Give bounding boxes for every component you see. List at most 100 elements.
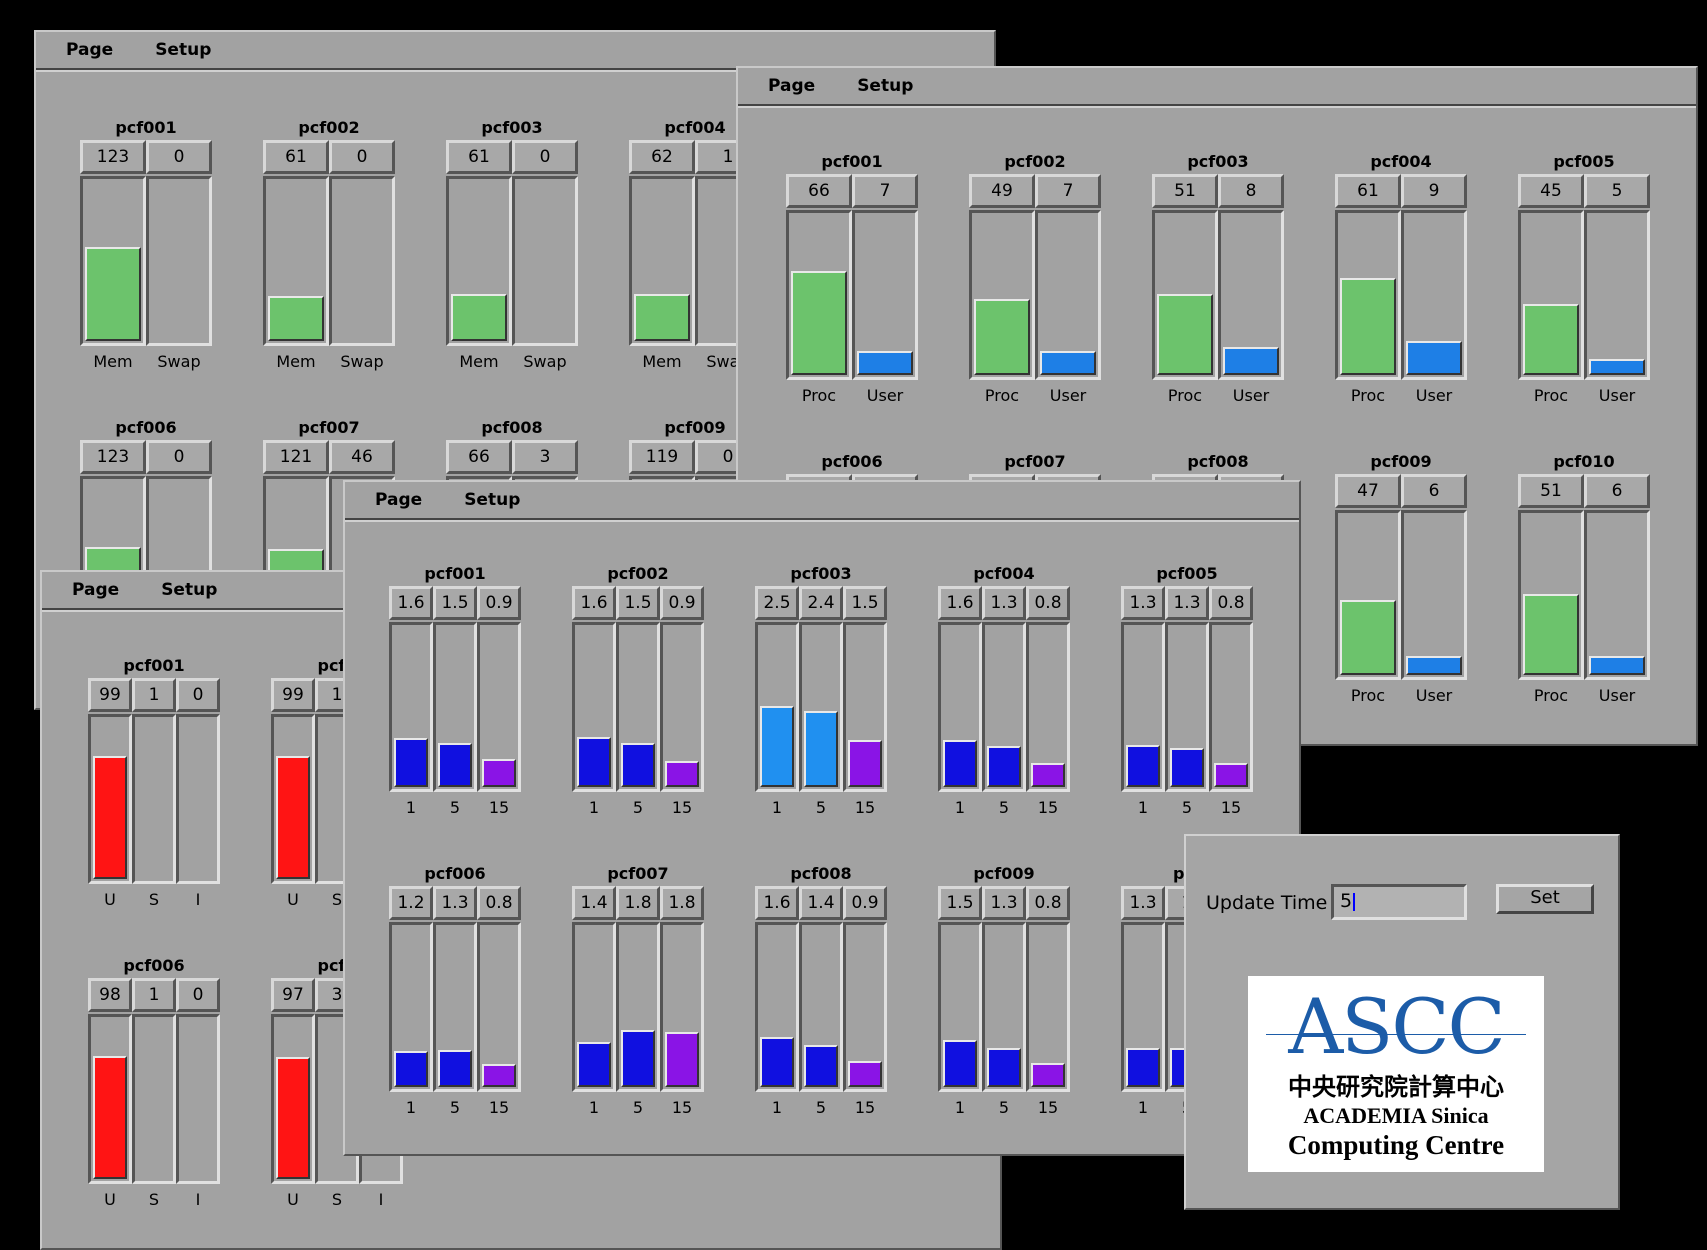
menu-setup[interactable]: Setup — [155, 40, 212, 60]
value-row: 1.2 1.3 0.8 — [389, 886, 521, 920]
value-text: 1.3 — [441, 893, 469, 913]
gauge-label: S — [331, 1190, 343, 1209]
gauge-label: 15 — [854, 798, 876, 817]
gauge-label: 5 — [449, 798, 461, 817]
gauge-fill — [1340, 600, 1396, 675]
value-box: 1.3 — [982, 886, 1026, 920]
value-row: 47 6 — [1335, 474, 1467, 508]
node-name: pcf008 — [790, 864, 852, 883]
gauge-bar — [477, 622, 521, 792]
gauge-label: Proc — [1167, 386, 1203, 405]
value-row: 61 0 — [446, 140, 578, 174]
value-text: 45 — [1540, 181, 1562, 201]
value-box: 1.8 — [660, 886, 704, 920]
value-text: 61 — [468, 147, 490, 167]
gauge-bar — [1152, 210, 1218, 380]
gauge-fill — [577, 737, 611, 787]
set-button[interactable]: Set — [1496, 884, 1594, 914]
gauge-bar — [88, 1014, 132, 1184]
node-name: pcf007 — [298, 418, 360, 437]
gauge-label: S — [331, 890, 343, 909]
gauge-bar — [755, 922, 799, 1092]
gauge-label: 15 — [671, 798, 693, 817]
gauge-fill — [1031, 1063, 1065, 1087]
gauge-bar — [176, 1014, 220, 1184]
gauge-label: 15 — [1220, 798, 1242, 817]
value-text: 62 — [651, 147, 673, 167]
menu-setup[interactable]: Setup — [857, 76, 914, 96]
value-box: 0.8 — [477, 886, 521, 920]
value-box: 1.3 — [433, 886, 477, 920]
gauge-row — [938, 622, 1070, 792]
update-time-input[interactable]: 5 — [1331, 884, 1467, 920]
value-box: 51 — [1518, 474, 1584, 508]
value-text: 0.9 — [668, 593, 696, 613]
value-text: 9 — [1428, 181, 1440, 201]
value-text: 0 — [722, 447, 734, 467]
menu-page[interactable]: Page — [375, 490, 423, 510]
node-name: pcf004 — [1370, 152, 1432, 171]
value-box: 2.4 — [799, 586, 843, 620]
value-box: 0.9 — [843, 886, 887, 920]
value-box: 8 — [1218, 174, 1284, 208]
value-text: 0 — [192, 985, 204, 1005]
gauge-label: User — [1598, 386, 1636, 405]
gauge-bar — [969, 210, 1035, 380]
gauge-bar — [852, 210, 918, 380]
gauge-fill — [987, 1048, 1021, 1087]
gauge-fill — [268, 296, 324, 341]
menu-setup[interactable]: Setup — [161, 580, 218, 600]
value-row: 119 0 — [629, 440, 761, 474]
menubar: Page Setup — [345, 482, 1299, 520]
menu-page[interactable]: Page — [72, 580, 120, 600]
value-text: 123 — [96, 447, 130, 467]
gauge-fill — [621, 1030, 655, 1087]
value-text: 7 — [879, 181, 891, 201]
value-row: 66 7 — [786, 174, 918, 208]
gauge-bar — [1121, 622, 1165, 792]
value-box: 3 — [512, 440, 578, 474]
value-box: 1.4 — [572, 886, 616, 920]
value-text: 49 — [991, 181, 1013, 201]
menu-page[interactable]: Page — [66, 40, 114, 60]
value-row: 45 5 — [1518, 174, 1650, 208]
value-text: 0.8 — [1217, 593, 1245, 613]
node-panel: pcf003 2.5 2.4 1.5 1 5 15 — [755, 564, 887, 824]
gauge-row — [938, 922, 1070, 1092]
value-text: 1.6 — [763, 893, 791, 913]
gauge-label: 15 — [488, 1098, 510, 1117]
value-box: 7 — [1035, 174, 1101, 208]
gauge-label: I — [195, 890, 201, 909]
menu-page[interactable]: Page — [768, 76, 816, 96]
gauge-label: U — [287, 1190, 299, 1209]
logo-english-line1: ACADEMIA Sinica — [1303, 1103, 1489, 1128]
value-box: 62 — [629, 140, 695, 174]
gauge-fill — [1223, 347, 1279, 375]
load-monitor-window: Page Setup pcf001 1.6 1.5 0.9 1 5 15 pcf002 1.6 1… — [343, 480, 1301, 1156]
node-name: pcf005 — [1156, 564, 1218, 583]
gauge-row — [88, 714, 220, 884]
gauge-bar — [982, 922, 1026, 1092]
value-box: 7 — [852, 174, 918, 208]
gauge-bar — [1518, 510, 1584, 680]
gauge-label: 5 — [632, 1098, 644, 1117]
gauge-label: User — [1598, 686, 1636, 705]
node-name: pcf001 — [123, 656, 185, 675]
gauge-row — [1335, 210, 1467, 380]
value-row: 1.6 1.4 0.9 — [755, 886, 887, 920]
gauge-label: 5 — [449, 1098, 461, 1117]
gauge-label: 1 — [1137, 1098, 1149, 1117]
gauge-row — [629, 176, 761, 346]
value-box: 1.3 — [1165, 586, 1209, 620]
gauge-bar — [271, 714, 315, 884]
value-text: 1.5 — [624, 593, 652, 613]
value-row: 61 0 — [263, 140, 395, 174]
node-name: pcf003 — [1187, 152, 1249, 171]
gauge-fill — [482, 759, 516, 787]
node-panel: pcf008 1.6 1.4 0.9 1 5 15 — [755, 864, 887, 1124]
node-panel: pcf001 99 1 0 U S I — [88, 656, 220, 916]
menu-setup[interactable]: Setup — [464, 490, 521, 510]
value-box: 49 — [969, 174, 1035, 208]
value-text: 3 — [331, 985, 343, 1005]
gauge-bar — [1335, 210, 1401, 380]
